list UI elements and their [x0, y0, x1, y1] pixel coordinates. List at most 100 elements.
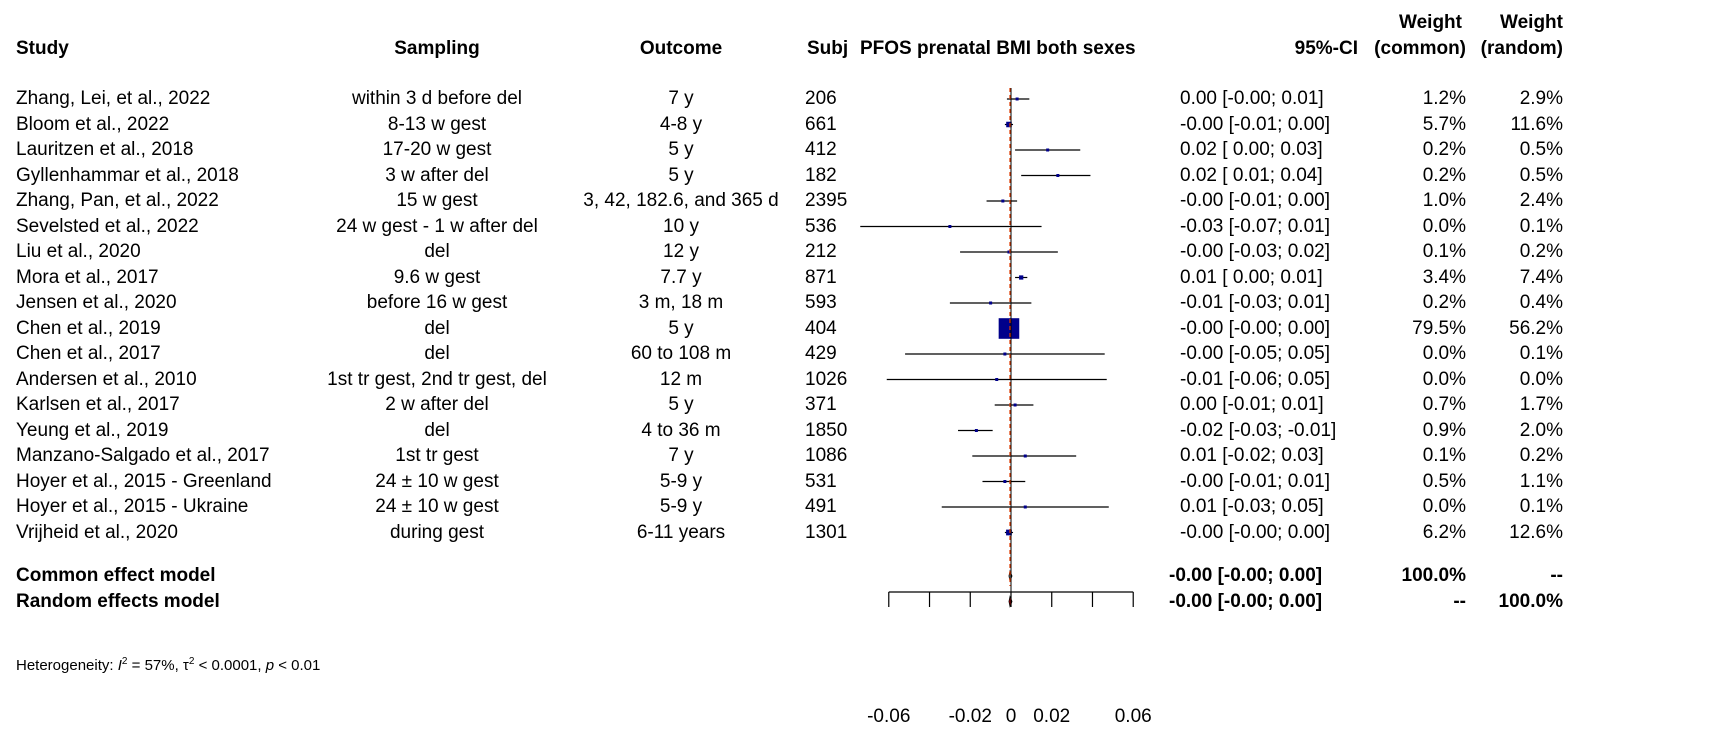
ci-cell: -0.00 [-0.05; 0.05]: [1180, 343, 1330, 364]
study-name: Andersen et al., 2010: [16, 368, 197, 390]
weight-common-cell: 0.2%: [1422, 164, 1466, 186]
ci-cell: 0.01 [-0.02; 0.03]: [1180, 445, 1324, 466]
weight-square: [1046, 148, 1050, 152]
study-name: Yeung et al., 2019: [16, 419, 169, 441]
study-name: Gyllenhammar et al., 2018: [16, 164, 239, 186]
study-name: Hoyer et al., 2015 - Greenland: [16, 470, 272, 492]
ci-cell: 0.01 [-0.03; 0.05]: [1180, 496, 1324, 517]
subj-cell: 1301: [805, 521, 848, 543]
outcome-cell: 7 y: [668, 88, 694, 109]
weight-square: [1019, 275, 1024, 280]
study-name: Manzano-Salgado et al., 2017: [16, 445, 270, 466]
weight-square: [1006, 529, 1012, 536]
ci-cell: -0.00 [-0.01; 0.00]: [1180, 190, 1330, 211]
header-ci: 95%-CI: [1294, 38, 1358, 59]
outcome-cell: 10 y: [663, 215, 699, 237]
header-weight-random-2: (random): [1480, 38, 1563, 59]
x-tick-label: -0.06: [867, 706, 910, 727]
weight-random-cell: 12.6%: [1509, 521, 1563, 543]
weight-square: [1003, 352, 1007, 356]
sampling-cell: 1st tr gest, 2nd tr gest, del: [327, 368, 547, 390]
weight-square: [1003, 480, 1007, 483]
weight-random-cell: 0.5%: [1519, 139, 1563, 160]
outcome-cell: 5 y: [668, 164, 694, 186]
header-plot-title: PFOS prenatal BMI both sexes: [860, 38, 1136, 59]
study-name: Hoyer et al., 2015 - Ukraine: [16, 496, 249, 517]
study-name: Zhang, Pan, et al., 2022: [16, 190, 219, 211]
weight-random-cell: 11.6%: [1510, 113, 1563, 135]
heterogeneity-text: Heterogeneity: I2 = 57%, τ2 < 0.0001, p …: [16, 656, 321, 674]
sampling-cell: 2 w after del: [385, 394, 489, 415]
outcome-cell: 3 m, 18 m: [638, 292, 724, 313]
weight-square: [948, 225, 952, 228]
study-name: Mora et al., 2017: [16, 266, 159, 288]
weight-common-cell: 0.2%: [1422, 292, 1466, 313]
ci-cell: -0.00 [-0.00; 0.00]: [1180, 317, 1330, 339]
sampling-cell: del: [424, 241, 450, 262]
outcome-cell: 6-11 years: [636, 521, 726, 543]
ci-cell: -0.02 [-0.03; -0.01]: [1180, 419, 1337, 441]
ci-cell: -0.01 [-0.06; 0.05]: [1180, 368, 1330, 390]
weight-square: [1015, 97, 1019, 101]
ci-cell: 0.00 [-0.00; 0.01]: [1180, 88, 1324, 109]
weight-square: [1001, 199, 1005, 203]
summary-ci: -0.00 [-0.00; 0.00]: [1169, 590, 1323, 612]
sampling-cell: 1st tr gest: [395, 445, 479, 466]
summary-label: Common effect model: [16, 565, 216, 586]
subj-cell: 531: [805, 470, 837, 492]
ci-cell: -0.00 [-0.01; 0.00]: [1180, 113, 1330, 135]
sampling-cell: del: [424, 317, 450, 339]
subj-cell: 491: [805, 496, 837, 517]
weight-common-cell: 0.2%: [1422, 139, 1466, 160]
ci-cell: 0.00 [-0.01; 0.01]: [1180, 394, 1324, 415]
weight-square: [1023, 505, 1027, 509]
subj-cell: 371: [805, 394, 837, 415]
x-tick-label: 0: [1006, 706, 1017, 727]
header-study: Study: [16, 38, 69, 59]
subj-cell: 2395: [805, 190, 848, 211]
study-name: Vrijheid et al., 2020: [16, 521, 178, 543]
sampling-cell: del: [424, 419, 450, 441]
weight-common-cell: 0.0%: [1422, 343, 1466, 364]
ci-cell: 0.02 [ 0.00; 0.03]: [1180, 139, 1323, 160]
sampling-cell: within 3 d before del: [351, 88, 523, 109]
outcome-cell: 7.7 y: [660, 266, 702, 288]
header-weight-random-1: Weight: [1500, 12, 1563, 33]
weight-random-cell: 2.4%: [1519, 190, 1563, 211]
i2-symbol: I: [117, 657, 122, 674]
subj-cell: 206: [805, 88, 837, 109]
summary-weight-random: --: [1550, 565, 1563, 586]
weight-random-cell: 1.1%: [1519, 470, 1563, 492]
x-tick-label: -0.02: [949, 706, 992, 727]
weight-common-cell: 0.7%: [1422, 394, 1466, 415]
ci-cell: 0.02 [ 0.01; 0.04]: [1180, 164, 1323, 186]
subj-cell: 661: [805, 113, 837, 135]
weight-square: [1006, 121, 1012, 128]
weight-common-cell: 1.0%: [1422, 190, 1466, 211]
study-name: Zhang, Lei, et al., 2022: [16, 88, 211, 109]
weight-random-cell: 0.0%: [1519, 368, 1563, 390]
ci-cell: -0.03 [-0.07; 0.01]: [1180, 215, 1330, 237]
summary-weight-common: 100.0%: [1401, 565, 1466, 586]
weight-random-cell: 0.1%: [1519, 496, 1563, 517]
weight-random-cell: 7.4%: [1519, 266, 1563, 288]
study-name: Karlsen et al., 2017: [16, 394, 180, 415]
weight-random-cell: 1.7%: [1519, 394, 1563, 415]
ci-cell: -0.00 [-0.03; 0.02]: [1180, 241, 1330, 262]
outcome-cell: 4 to 36 m: [641, 419, 721, 441]
sampling-cell: 24 w gest - 1 w after del: [336, 215, 538, 237]
weight-square: [1023, 454, 1027, 458]
outcome-cell: 60 to 108 m: [630, 343, 732, 364]
header-outcome: Outcome: [639, 38, 723, 59]
subj-cell: 212: [805, 241, 837, 262]
header-sampling: Sampling: [394, 38, 480, 59]
outcome-cell: 5 y: [668, 317, 694, 339]
subj-cell: 1026: [805, 368, 848, 390]
tau-value: < 0.0001,: [194, 657, 266, 674]
weight-random-cell: 2.9%: [1519, 88, 1563, 109]
weight-random-cell: 0.1%: [1519, 343, 1563, 364]
weight-square: [1007, 250, 1011, 254]
study-name: Jensen et al., 2020: [16, 292, 177, 313]
subj-cell: 1850: [805, 419, 848, 441]
study-name: Chen et al., 2017: [16, 343, 161, 364]
